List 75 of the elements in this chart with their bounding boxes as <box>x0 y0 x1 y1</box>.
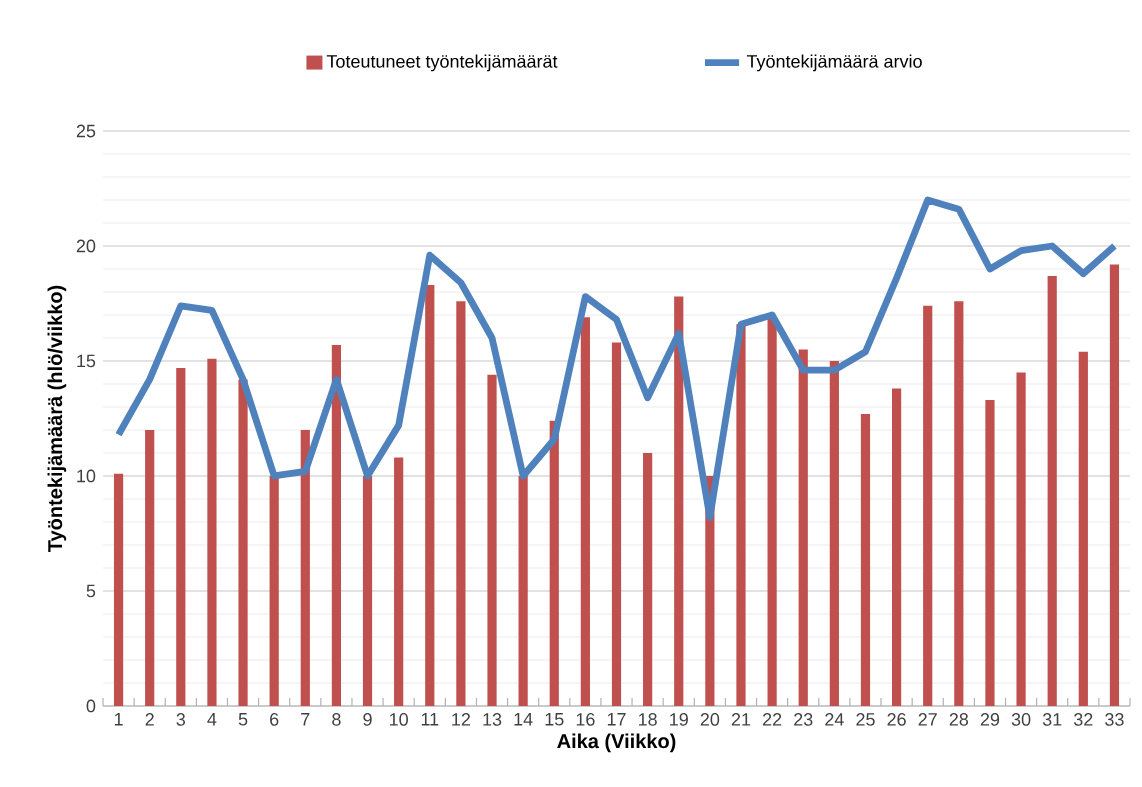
x-tick-label: 33 <box>1105 713 1124 726</box>
x-tick-label: 13 <box>483 713 502 726</box>
y-tick-label: 10 <box>77 469 96 483</box>
x-tick-label: 27 <box>918 713 937 726</box>
bar <box>643 452 653 706</box>
y-tick-label: 5 <box>86 584 96 598</box>
bar <box>829 360 839 706</box>
bar <box>954 301 964 706</box>
y-tick-label: 25 <box>76 124 96 138</box>
x-tick-label: 1 <box>114 713 123 726</box>
x-tick-label: 22 <box>763 713 782 726</box>
bar <box>736 324 746 706</box>
x-tick-label: 14 <box>514 713 533 726</box>
bar <box>362 475 373 706</box>
bar <box>300 429 310 706</box>
x-tick-label: 29 <box>980 713 1000 726</box>
x-axis-title: Aika (Viikko) <box>557 733 676 753</box>
bar <box>145 429 155 706</box>
x-tick-label: 5 <box>238 713 248 726</box>
bar <box>176 367 186 706</box>
x-tick-label: 15 <box>545 713 564 726</box>
x-tick-label: 23 <box>794 713 813 726</box>
x-tick-label: 16 <box>576 713 595 726</box>
bar <box>1078 351 1088 706</box>
x-tick-label: 6 <box>270 713 279 726</box>
legend-label: Toteutuneet työntekijämäärät <box>326 54 558 72</box>
x-tick-label: 12 <box>452 713 470 726</box>
x-tick-label: 17 <box>607 713 626 726</box>
y-axis-title: Työntekijämäärä (hlö/viikko) <box>47 285 67 553</box>
bar <box>611 342 622 706</box>
x-tick-label: 28 <box>949 713 969 726</box>
x-tick-label: 7 <box>301 713 310 726</box>
y-tick-label: 15 <box>77 354 96 368</box>
bar <box>923 305 933 706</box>
x-tick-label: 31 <box>1042 713 1062 726</box>
x-tick-label: 30 <box>1011 713 1031 726</box>
x-tick-label: 4 <box>207 713 217 726</box>
x-tick-label: 24 <box>825 713 844 726</box>
bar <box>860 413 871 706</box>
x-tick-label: 11 <box>421 713 439 726</box>
x-tick-label: 21 <box>731 713 751 726</box>
bar <box>518 475 528 706</box>
x-tick-label: 26 <box>887 713 906 726</box>
x-tick-label: 10 <box>390 713 408 726</box>
x-tick-label: 19 <box>670 713 688 726</box>
x-tick-label: 2 <box>145 713 154 726</box>
bar <box>1016 372 1026 706</box>
x-tick-label: 25 <box>856 713 875 726</box>
bar <box>1109 264 1120 706</box>
bar <box>767 317 777 706</box>
y-tick-label: 20 <box>76 239 96 253</box>
bar <box>425 285 435 706</box>
x-tick-label: 32 <box>1074 713 1093 726</box>
x-tick-label: 3 <box>176 713 186 726</box>
bar <box>113 473 124 706</box>
bar <box>487 374 497 706</box>
bar <box>891 388 902 706</box>
y-tick-label: 0 <box>86 699 96 713</box>
bar <box>238 379 248 706</box>
bar <box>394 457 404 706</box>
bar <box>580 317 590 706</box>
bar <box>269 475 279 706</box>
bar <box>985 400 995 706</box>
bar <box>798 349 808 706</box>
x-tick-label: 8 <box>332 713 341 726</box>
bar <box>549 420 559 706</box>
x-tick-label: 9 <box>363 713 372 726</box>
bar <box>1047 275 1057 706</box>
bar <box>331 344 342 706</box>
x-tick-label: 18 <box>638 713 657 726</box>
bar <box>674 296 684 706</box>
legend-label: Työntekijämäärä arvio <box>746 54 922 72</box>
x-tick-label: 20 <box>700 713 720 726</box>
bar <box>207 358 217 706</box>
bar <box>456 301 466 706</box>
